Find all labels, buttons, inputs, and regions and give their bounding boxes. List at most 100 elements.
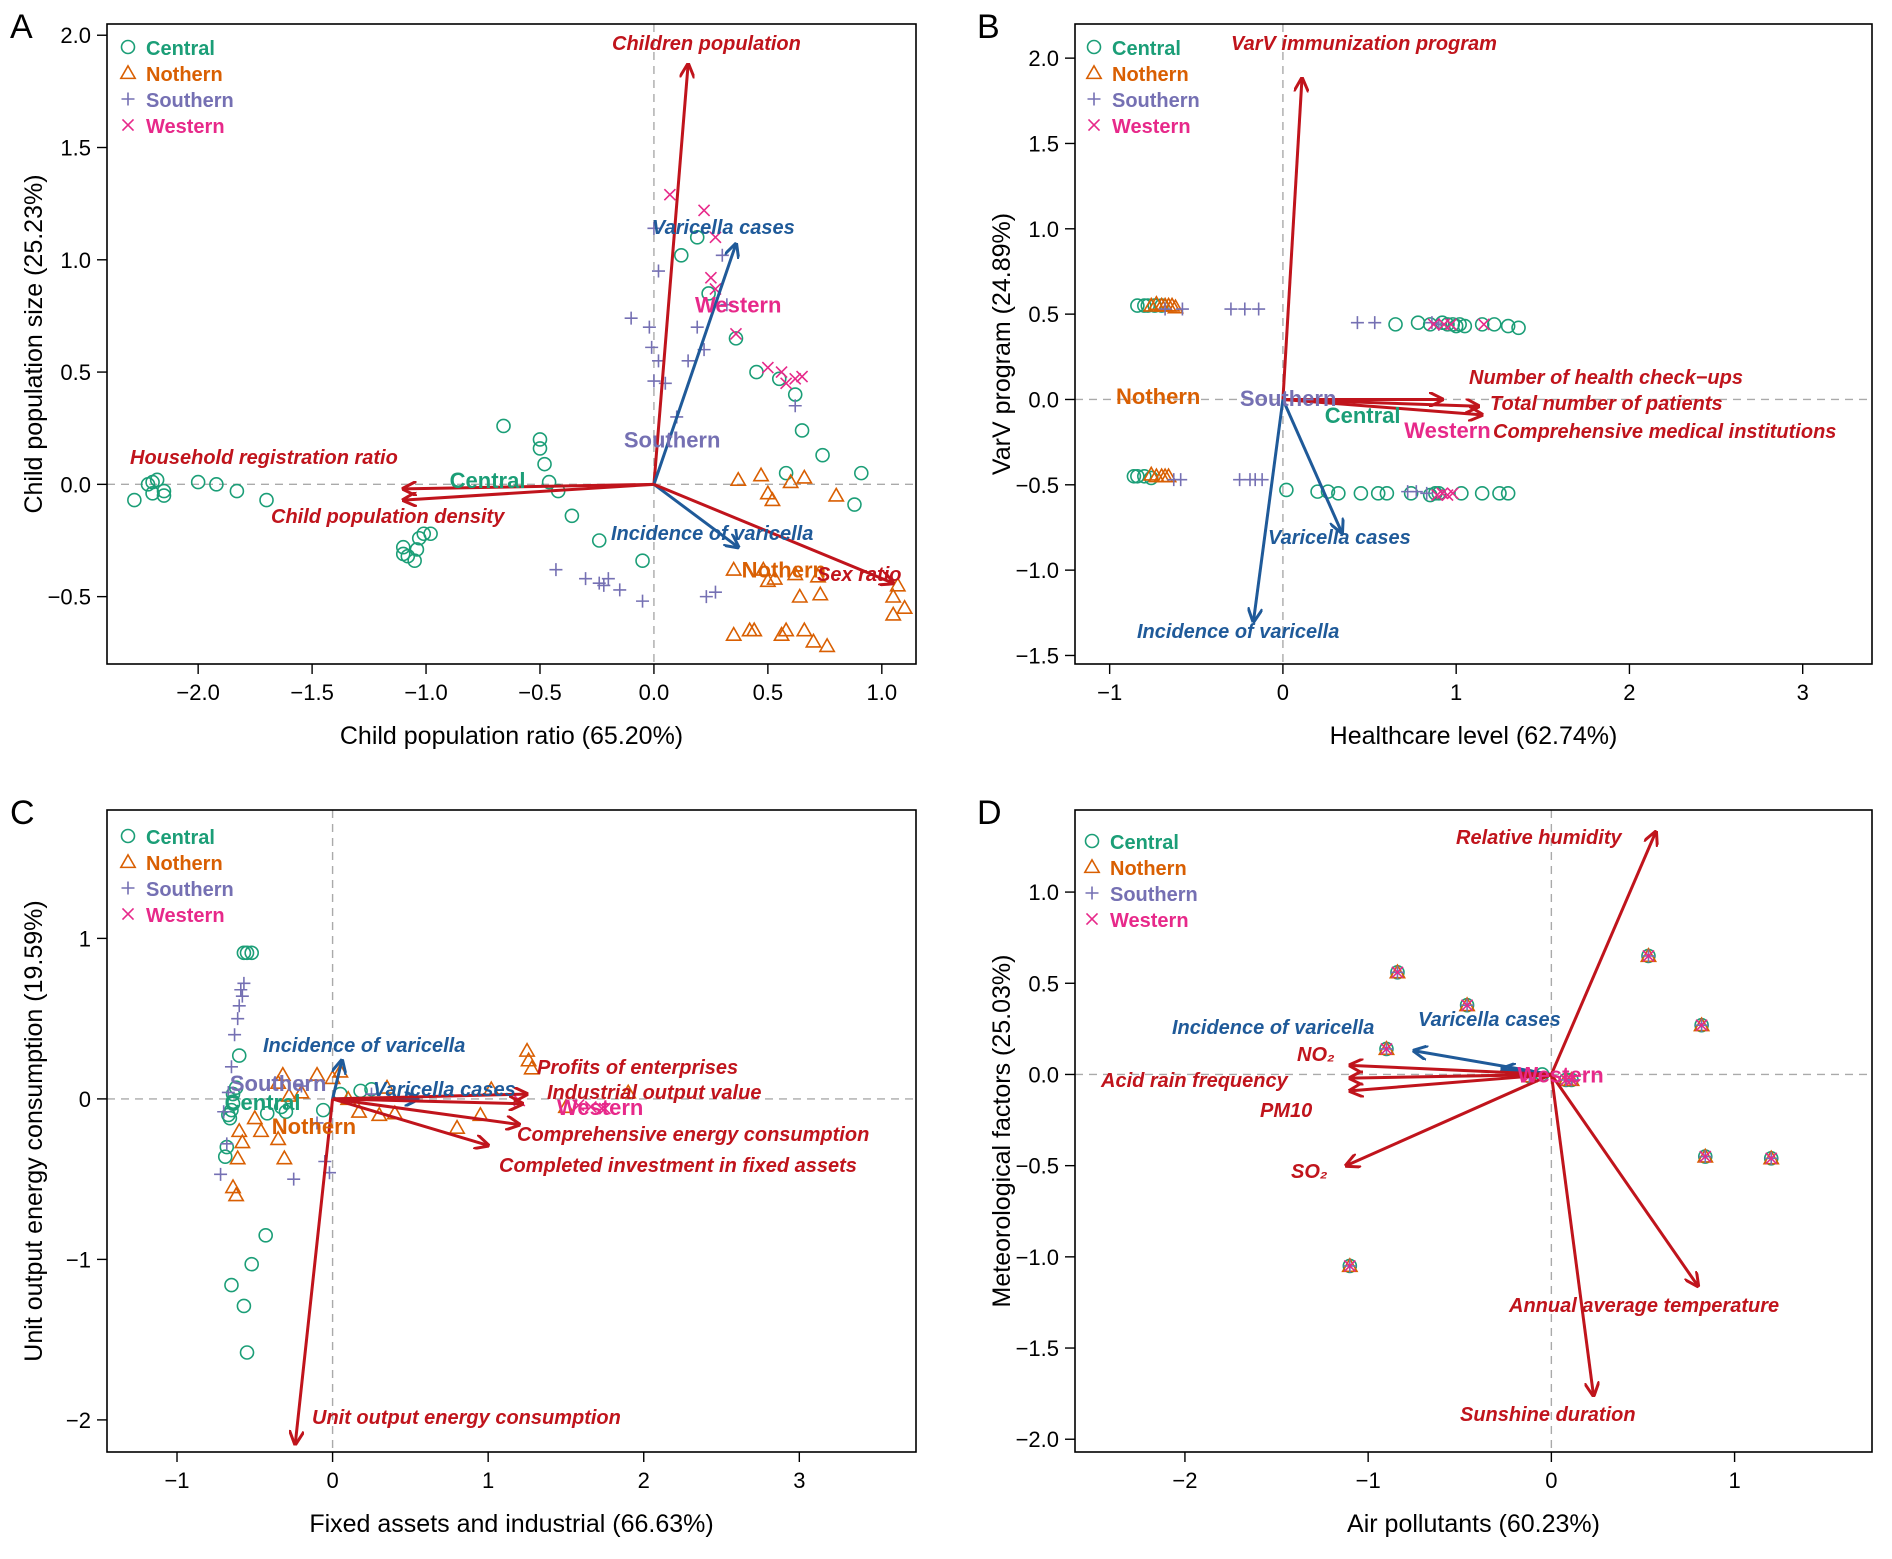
legend-marker-southern — [1085, 886, 1099, 900]
y-tick-label: 1.0 — [1028, 880, 1059, 905]
point-nothern — [1147, 295, 1165, 311]
point-nothern — [725, 626, 743, 641]
point-central — [395, 539, 411, 555]
point-nothern — [782, 473, 800, 489]
point-central — [564, 508, 580, 524]
point-nothern — [448, 1119, 466, 1134]
loading-arrow — [1550, 1073, 1698, 1286]
plot-frame — [1074, 23, 1873, 665]
y-tick-label: −1 — [66, 1247, 91, 1272]
point-central — [225, 1086, 241, 1102]
x-tick-label: −1 — [1097, 680, 1122, 705]
point-southern — [720, 298, 734, 312]
point-central — [236, 945, 252, 961]
arrow-label: Varicella cases — [652, 217, 795, 239]
point-central — [1474, 486, 1490, 501]
point-southern — [235, 989, 249, 1003]
point-southern — [1174, 473, 1188, 487]
arrow-label: Children population — [612, 33, 801, 55]
y-tick-label: −0.5 — [1016, 473, 1059, 498]
y-tick-label: 1.0 — [60, 248, 91, 273]
arrow-label: Incidence of varicella — [263, 1035, 465, 1057]
point-central — [1410, 315, 1426, 330]
point-southern — [647, 374, 661, 388]
point-southern — [1224, 302, 1238, 316]
legend-label-southern: Southern — [146, 90, 234, 112]
point-nothern — [557, 1098, 575, 1114]
loading-arrow — [1350, 1072, 1552, 1090]
point-western — [595, 1102, 608, 1115]
panel-b: B −1 0 1 2 3 −1.5 −1.0 −0.5 0.0 0.5 1.0 1.5 2.0 Health… — [977, 8, 1873, 750]
point-nothern — [745, 621, 763, 637]
point-nothern — [786, 565, 804, 581]
point-nothern — [763, 491, 781, 507]
point-southern — [217, 1105, 231, 1119]
point-central — [1511, 320, 1526, 336]
legend-marker-nothern — [119, 64, 137, 80]
x-axis-label: Healthcare level (62.74%) — [1330, 722, 1618, 750]
group-label-central: Central — [450, 468, 526, 493]
x-tick-label: 0 — [326, 1468, 338, 1493]
point-nothern — [274, 1066, 292, 1081]
arrow-label: Sunshine duration — [1460, 1404, 1636, 1426]
y-tick-label: 2.0 — [1028, 46, 1059, 71]
panel-letter: A — [10, 8, 33, 46]
y-tick-label: 1.5 — [1028, 131, 1059, 156]
point-central — [1126, 468, 1142, 484]
point-southern — [613, 583, 627, 597]
point-southern — [214, 1167, 228, 1181]
point-southern — [645, 340, 659, 354]
panel-letter: D — [977, 794, 1002, 832]
group-label-nothern: Nothern — [742, 558, 826, 583]
y-axis-label: Child population size (25.23%) — [20, 174, 48, 513]
point-nothern — [811, 585, 829, 601]
point-nothern — [759, 572, 777, 588]
point-nothern — [308, 1066, 326, 1081]
y-tick-label: 1 — [79, 926, 91, 951]
legend-label-western: Western — [1112, 116, 1191, 138]
point-central — [416, 526, 432, 542]
panel-letter: C — [10, 794, 35, 832]
arrow-label: Household registration ratio — [130, 447, 398, 469]
point-western — [1427, 318, 1440, 331]
point-nothern — [523, 1059, 541, 1075]
x-tick-label: 2 — [638, 1468, 650, 1493]
point-central — [1279, 482, 1294, 498]
point-nothern — [1142, 465, 1160, 481]
loading-arrow — [331, 1060, 342, 1100]
arrow-label: Unit output energy consumption — [312, 1407, 621, 1429]
point-central — [537, 456, 552, 472]
point-central — [258, 1228, 273, 1243]
point-central — [1331, 486, 1346, 501]
loading-arrow — [403, 484, 654, 488]
point-southern — [294, 1079, 308, 1093]
point-nothern — [269, 1074, 287, 1090]
x-tick-label: −2 — [1172, 1468, 1197, 1493]
loading-arrow — [332, 1094, 527, 1099]
y-axis-label: Unit output energy consumption (19.59%) — [20, 900, 48, 1361]
group-label-western: Western — [695, 293, 781, 318]
y-tick-label: 1.5 — [60, 136, 91, 161]
point-western — [1695, 1019, 1708, 1032]
y-tick-label: 0 — [79, 1087, 91, 1112]
panel-a: A −2.0 −1.5 −1.0 −0.5 0.0 0.5 1.0 −0.5 0.0 0.5 1.0 1… — [10, 8, 917, 750]
loading-arrow — [652, 64, 688, 485]
y-axis-label: VarV program (24.89%) — [988, 213, 1016, 475]
point-central — [1403, 486, 1419, 501]
point-nothern — [725, 560, 743, 576]
legend-marker-central — [120, 828, 136, 844]
point-southern — [681, 354, 695, 368]
legend-label-western: Western — [1110, 910, 1189, 932]
legend-marker-southern — [121, 881, 135, 895]
y-axis-label: Meteorological factors (25.03%) — [988, 955, 1016, 1308]
x-tick-label: 0 — [1545, 1468, 1557, 1493]
point-central — [496, 418, 511, 434]
point-central — [149, 472, 165, 488]
legend-marker-southern — [1087, 92, 1101, 106]
y-tick-label: −1.5 — [1016, 643, 1059, 668]
point-central — [231, 1048, 247, 1063]
point-southern — [651, 264, 665, 278]
loading-arrow — [403, 482, 655, 500]
point-southern — [237, 976, 251, 990]
